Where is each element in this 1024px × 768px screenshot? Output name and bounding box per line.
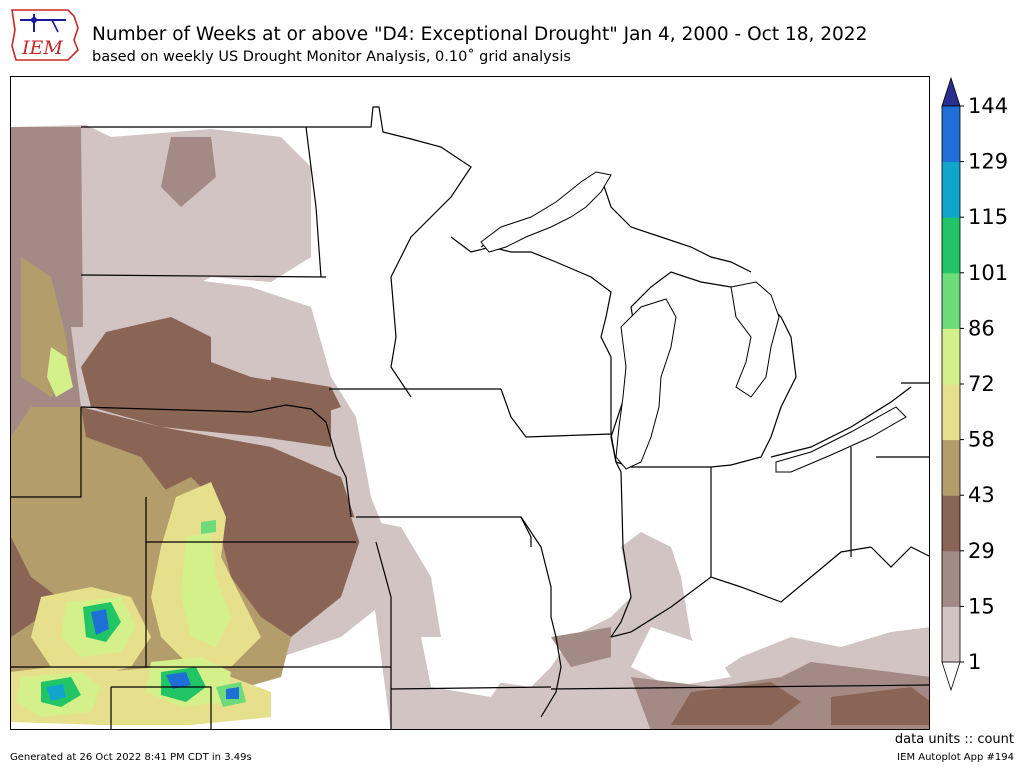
colorbar-tick-label: 1 xyxy=(968,650,981,674)
colorbar-under-triangle xyxy=(941,661,961,692)
colorbar-segment xyxy=(942,106,960,163)
iem-logo: IEM xyxy=(8,6,84,64)
colorbar-segment xyxy=(942,606,960,663)
drought-shading xyxy=(11,125,929,729)
map-subtitle: based on weekly US Drought Monitor Analy… xyxy=(92,49,571,65)
colorbar-segment xyxy=(942,384,960,441)
colorbar-tick-label: 101 xyxy=(968,261,1008,285)
colorbar-tick-label: 129 xyxy=(968,150,1008,174)
colorbar-tick-label: 43 xyxy=(968,483,995,507)
map-title: Number of Weeks at or above "D4: Excepti… xyxy=(92,24,868,45)
colorbar-tick-label: 86 xyxy=(968,316,995,340)
colorbar-tick-label: 15 xyxy=(968,594,995,618)
drought-map xyxy=(10,76,930,730)
colorbar-over-triangle xyxy=(941,76,961,107)
colorbar-segment xyxy=(942,217,960,274)
colorbar-tick-label: 144 xyxy=(968,94,1008,118)
colorbar-tick-label: 58 xyxy=(968,428,995,452)
colorbar-segment xyxy=(942,495,960,552)
colorbar-tick-label: 72 xyxy=(968,372,995,396)
colorbar-segment xyxy=(942,550,960,607)
generated-timestamp: Generated at 26 Oct 2022 8:41 PM CDT in … xyxy=(10,752,252,763)
lake-outlines xyxy=(480,171,907,473)
colorbar-tick-label: 29 xyxy=(968,539,995,563)
svg-text:IEM: IEM xyxy=(21,37,63,59)
colorbar-segment xyxy=(942,328,960,385)
app-label: IEM Autoplot App #194 xyxy=(897,752,1014,763)
colorbar: 1 15 29 43 58 72 86 101 115 129 144 xyxy=(938,76,1024,694)
colorbar-segment xyxy=(942,439,960,496)
colorbar-segment xyxy=(942,161,960,218)
colorbar-segment xyxy=(942,272,960,329)
colorbar-tick-label: 115 xyxy=(968,205,1008,229)
units-label: data units :: count xyxy=(894,732,1014,747)
